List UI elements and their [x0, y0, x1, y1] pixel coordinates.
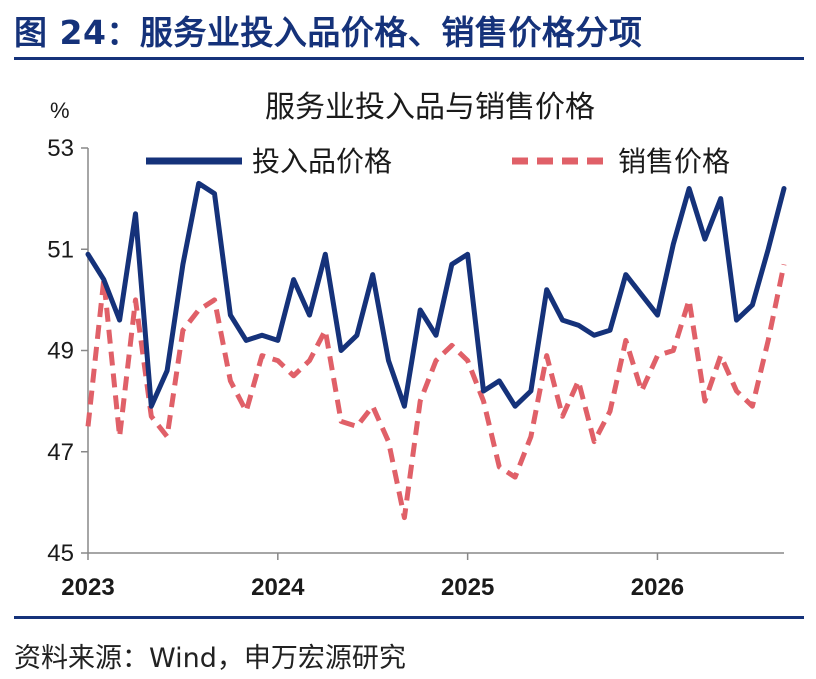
x-tick-label: 2023: [61, 574, 114, 601]
y-tick-label: 51: [47, 236, 74, 263]
line-chart: 服务业投入品与销售价格 % 45 47 49 51 53 2023 2024 2025 2026…: [47, 91, 787, 601]
legend-input-price-label: 投入品价格: [252, 146, 392, 177]
y-tick-label: 49: [47, 338, 74, 365]
x-tick-label: 2026: [631, 574, 684, 601]
x-tick-label: 2024: [251, 574, 305, 601]
y-axis-unit: %: [50, 98, 70, 123]
chart-title: 服务业投入品与销售价格: [265, 91, 595, 124]
legend: 投入品价格 销售价格: [146, 146, 730, 177]
input-price-line: [85, 180, 787, 409]
title-rule: [14, 57, 804, 60]
legend-sales-price-label: 销售价格: [618, 146, 730, 177]
axes: 45 47 49 51 53 2023 2024 2025 2026: [47, 135, 784, 601]
source-rule: [14, 616, 804, 619]
y-tick-label: 45: [47, 540, 74, 567]
source-note: 资料来源：Wind，申万宏源研究: [14, 643, 406, 674]
y-tick-label: 53: [47, 135, 74, 162]
sales-price-line: [85, 263, 787, 521]
series-layer: [85, 180, 787, 521]
y-tick-label: 47: [47, 439, 74, 466]
x-tick-label: 2025: [441, 574, 494, 601]
figure-title: 图 24：服务业投入品价格、销售价格分项: [14, 13, 643, 52]
